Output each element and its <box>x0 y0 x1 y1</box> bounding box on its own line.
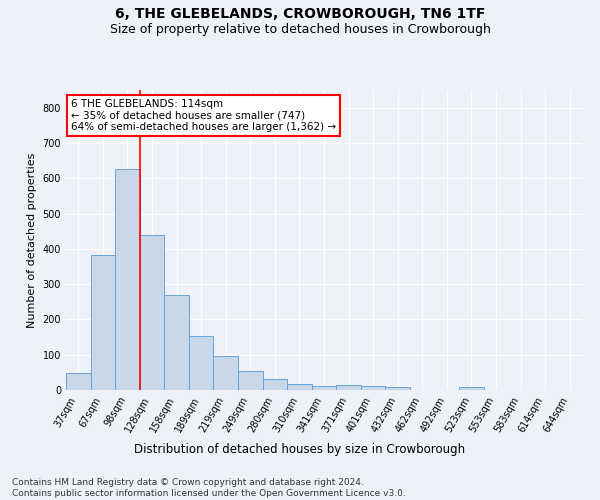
Bar <box>336 386 361 390</box>
Text: Distribution of detached houses by size in Crowborough: Distribution of detached houses by size … <box>134 442 466 456</box>
Text: Size of property relative to detached houses in Crowborough: Size of property relative to detached ho… <box>110 22 490 36</box>
Text: Contains HM Land Registry data © Crown copyright and database right 2024.
Contai: Contains HM Land Registry data © Crown c… <box>12 478 406 498</box>
Text: 6, THE GLEBELANDS, CROWBOROUGH, TN6 1TF: 6, THE GLEBELANDS, CROWBOROUGH, TN6 1TF <box>115 8 485 22</box>
Bar <box>115 170 140 390</box>
Bar <box>385 387 410 390</box>
Bar <box>459 387 484 390</box>
Bar <box>164 296 189 390</box>
Bar <box>214 356 238 390</box>
Y-axis label: Number of detached properties: Number of detached properties <box>27 152 37 328</box>
Text: 6 THE GLEBELANDS: 114sqm
← 35% of detached houses are smaller (747)
64% of semi-: 6 THE GLEBELANDS: 114sqm ← 35% of detach… <box>71 99 336 132</box>
Bar <box>238 371 263 390</box>
Bar <box>140 236 164 390</box>
Bar <box>189 336 214 390</box>
Bar <box>263 380 287 390</box>
Bar <box>91 255 115 390</box>
Bar <box>361 386 385 390</box>
Bar <box>312 386 336 390</box>
Bar <box>287 384 312 390</box>
Bar <box>66 374 91 390</box>
